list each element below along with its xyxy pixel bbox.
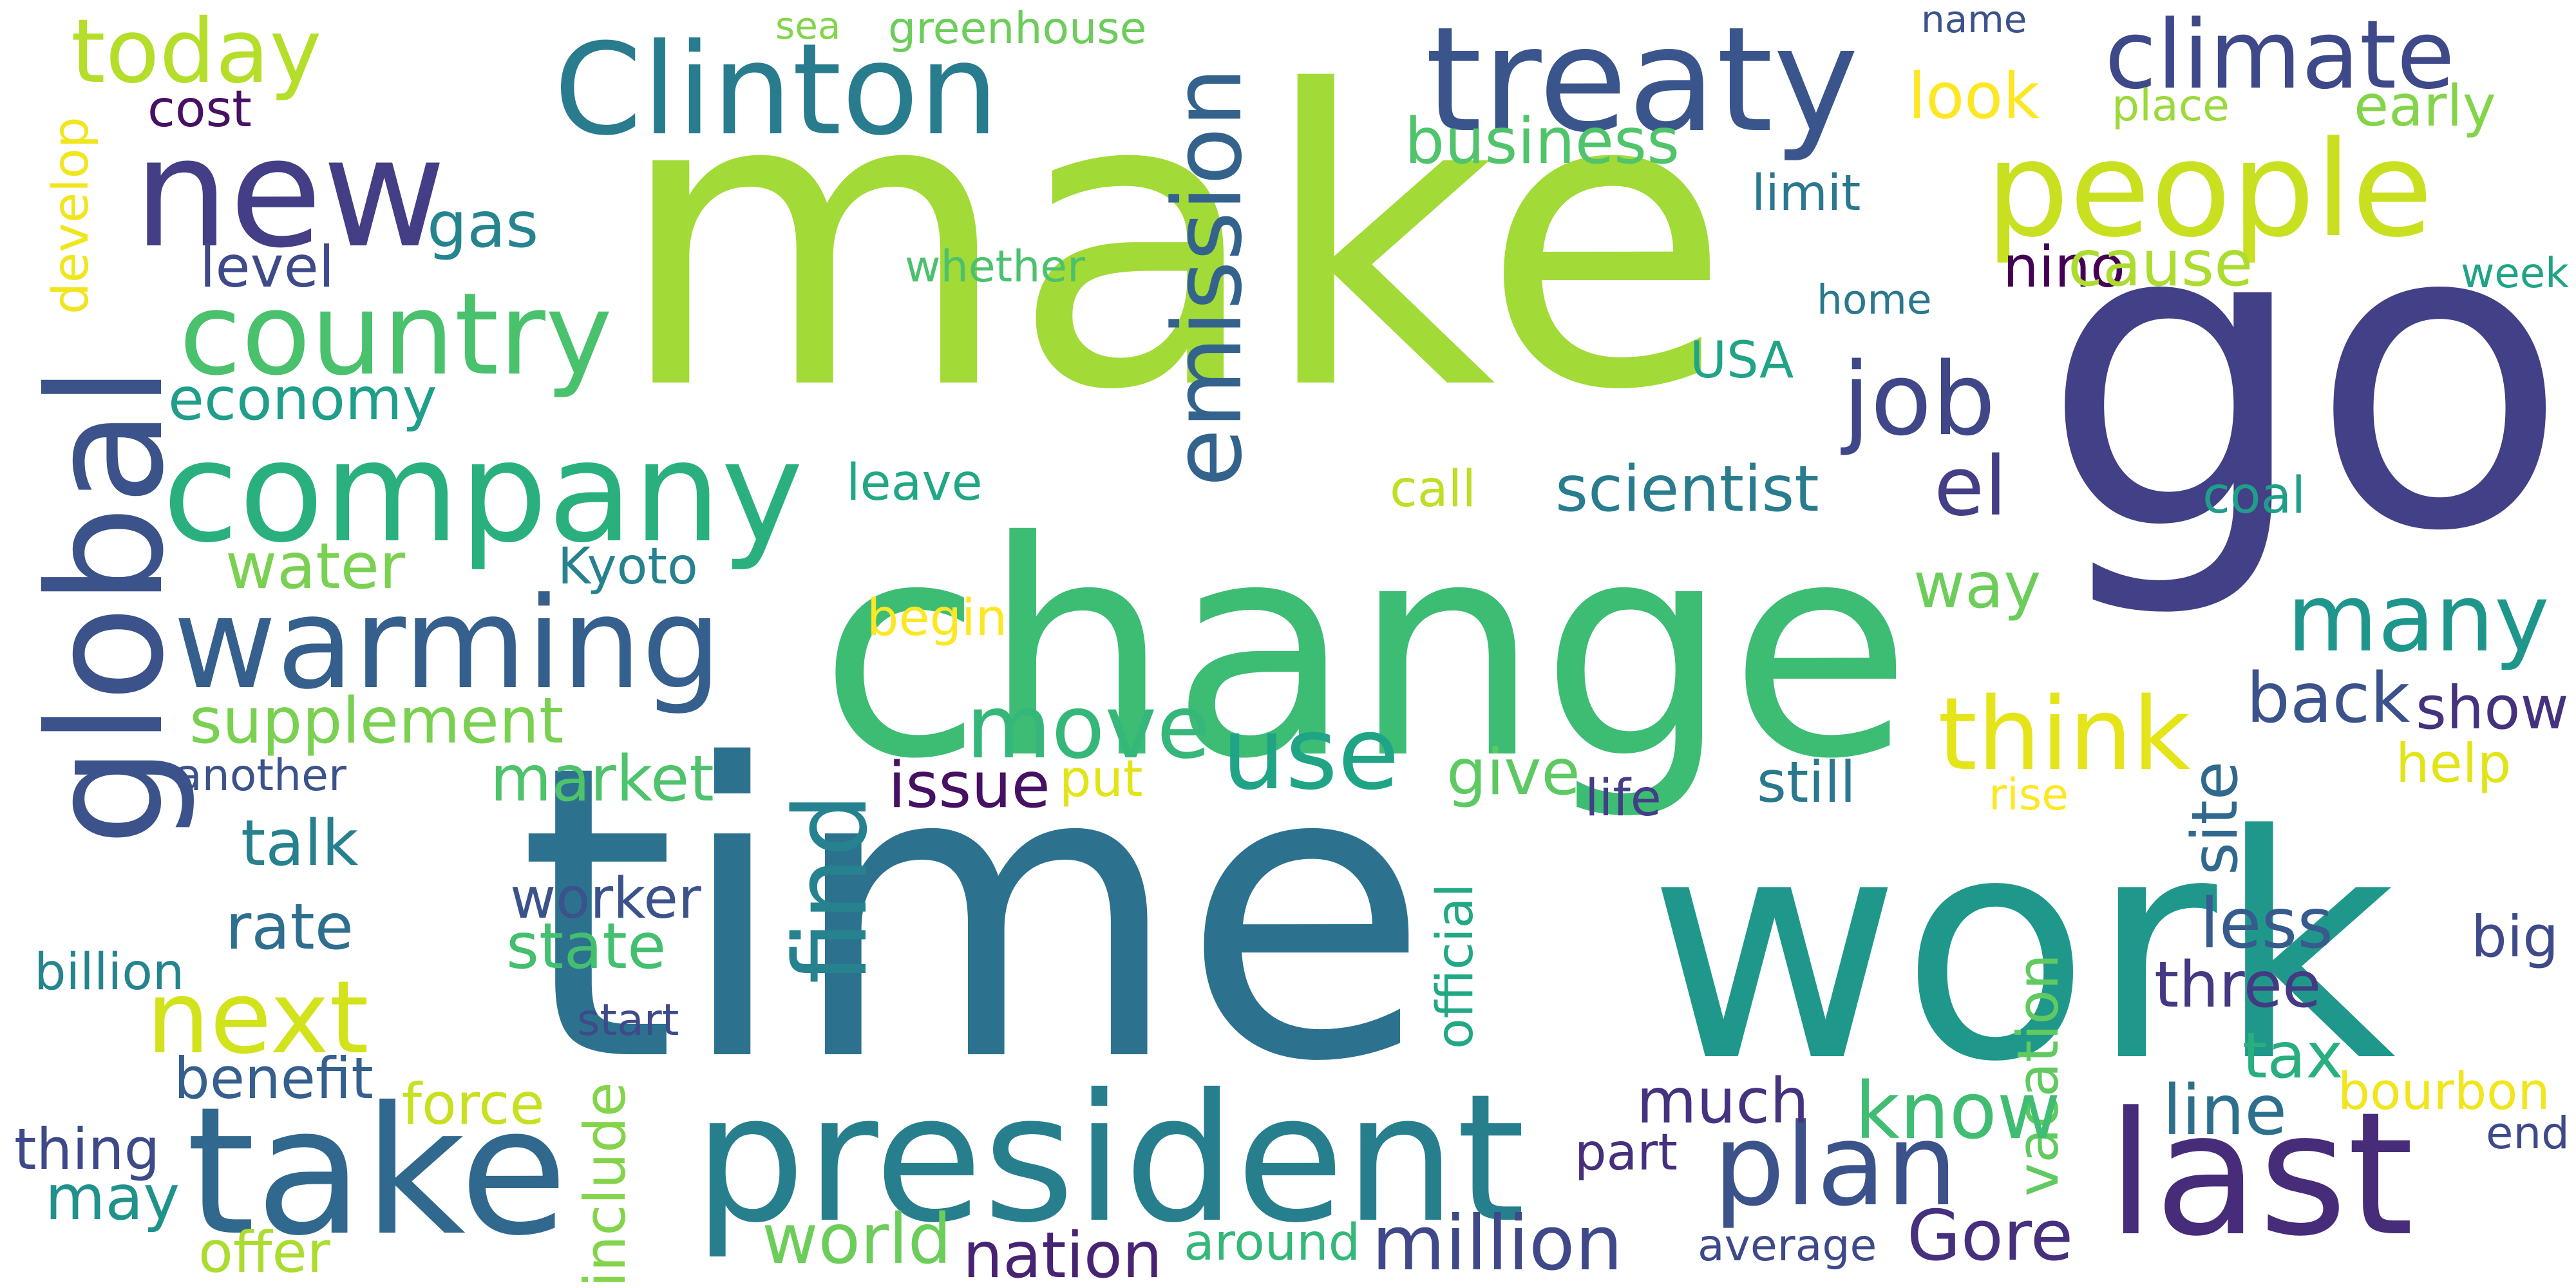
word-know: know [1855, 1066, 2061, 1157]
word-coal: coal [2202, 467, 2306, 525]
word-nino: nino [2003, 234, 2125, 300]
word-use: use [1222, 695, 1400, 812]
word-economy: economy [168, 366, 437, 433]
word-water: water [225, 530, 406, 603]
word-big: big [2471, 904, 2559, 970]
word-force: force [402, 1071, 545, 1137]
word-home: home [1817, 276, 1932, 323]
word-much: much [1636, 1065, 1809, 1137]
word-call: call [1390, 460, 1477, 518]
word-business: business [1405, 105, 1680, 178]
word-place: place [2112, 80, 2230, 131]
word-offer: offer [198, 1219, 330, 1285]
word-many: many [2287, 564, 2550, 673]
word-move: move [966, 677, 1211, 779]
word-help: help [2396, 732, 2512, 795]
word-worker: worker [510, 866, 701, 931]
word-state: state [506, 910, 667, 983]
word-take: take [186, 1069, 568, 1274]
word-today: today [71, 1, 322, 103]
word-new: new [133, 106, 446, 281]
word-begin: begin [867, 589, 1008, 647]
word-climate: climate [2105, 0, 2455, 110]
word-job: job [1842, 341, 1996, 458]
word-president: president [694, 1056, 1526, 1262]
word-week: week [2461, 250, 2570, 298]
word-scientist: scientist [1555, 453, 1819, 526]
word-think: think [1938, 676, 2191, 793]
word-put: put [1059, 750, 1143, 808]
word-sea: sea [775, 4, 841, 48]
word-rise: rise [1989, 770, 2069, 820]
word-three: three [2154, 949, 2322, 1022]
word-clinton: Clinton [554, 17, 999, 164]
word-time: time [518, 679, 1430, 1150]
word-treaty: treaty [1425, 0, 1859, 165]
word-people: people [1985, 113, 2433, 267]
word-rate: rate [225, 891, 354, 964]
word-limit: limit [1752, 165, 1861, 222]
word-emission: emission [1153, 67, 1263, 487]
word-plan: plan [1713, 1099, 1958, 1231]
word-another: another [175, 750, 346, 801]
word-give: give [1446, 736, 1580, 810]
word-benefit: benefit [174, 1045, 374, 1112]
word-include: include [572, 1082, 638, 1287]
word-less: less [2200, 884, 2334, 964]
word-issue: issue [888, 749, 1050, 822]
word-million: million [1372, 1199, 1623, 1287]
word-part: part [1575, 1124, 1678, 1182]
word-site: site [2179, 761, 2252, 875]
word-kyoto: Kyoto [558, 538, 698, 596]
word-usa: USA [1690, 332, 1794, 390]
word-may: may [45, 1162, 180, 1234]
word-thing: thing [14, 1116, 160, 1182]
word-look: look [1908, 60, 2040, 133]
word-make: make [616, 5, 1732, 478]
word-gas: gas [427, 189, 539, 262]
word-world: world [762, 1200, 952, 1280]
word-country: country [179, 269, 613, 401]
word-leave: leave [846, 454, 983, 512]
word-develop: develop [43, 117, 100, 314]
word-next: next [146, 959, 369, 1076]
word-gore: Gore [1907, 1196, 2074, 1276]
word-market: market [490, 743, 714, 816]
word-around: around [1184, 1214, 1361, 1272]
word-change: change [819, 478, 1912, 824]
word-supplement: supplement [189, 685, 564, 758]
word-greenhouse: greenhouse [888, 3, 1147, 54]
word-go: go [2041, 131, 2570, 623]
word-talk: talk [241, 807, 359, 880]
word-cause: cause [2068, 227, 2253, 301]
word-whether: whether [905, 242, 1086, 292]
word-work: work [1648, 770, 2396, 1130]
word-nation: nation [963, 1219, 1162, 1288]
word-end: end [2486, 1108, 2570, 1159]
word-level: level [200, 234, 335, 300]
word-find: find [772, 793, 889, 984]
word-billion: billion [34, 943, 185, 1001]
word-bourbon: bourbon [2338, 1062, 2550, 1121]
word-official: official [1426, 883, 1484, 1049]
word-still: still [1757, 749, 1856, 815]
word-tax: tax [2242, 1019, 2344, 1093]
word-line: line [2163, 1071, 2287, 1151]
word-last: last [2107, 1076, 2414, 1274]
word-show: show [2416, 674, 2569, 743]
word-el: el [1934, 439, 2007, 534]
word-early: early [2354, 73, 2496, 139]
word-start: start [577, 995, 679, 1046]
word-life: life [1585, 770, 1662, 828]
word-way: way [1913, 549, 2041, 623]
word-back: back [2246, 659, 2410, 739]
word-company: company [162, 412, 804, 573]
word-average: average [1698, 1220, 1877, 1271]
word-cost: cost [147, 80, 252, 138]
word-name: name [1921, 0, 2027, 41]
word-warming: warming [173, 571, 722, 717]
